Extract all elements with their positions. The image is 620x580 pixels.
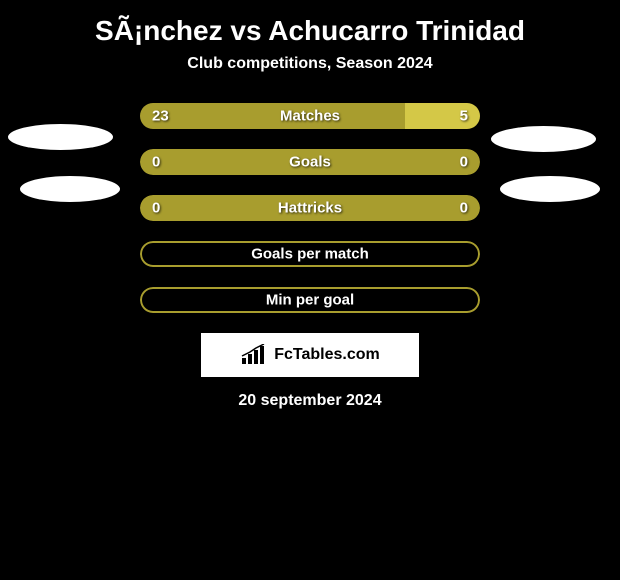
stat-bar-right-matches bbox=[405, 103, 480, 129]
stat-value-right-hattricks: 0 bbox=[460, 200, 468, 217]
date-text: 20 september 2024 bbox=[0, 392, 620, 410]
stat-label-matches: Matches bbox=[280, 108, 340, 125]
stat-row-mpg: Min per goal bbox=[0, 287, 620, 313]
subtitle: Club competitions, Season 2024 bbox=[0, 55, 620, 103]
stat-label-goals: Goals bbox=[289, 154, 331, 171]
chart-icon bbox=[240, 344, 268, 366]
stat-value-left-goals: 0 bbox=[152, 154, 160, 171]
stat-label-mpg: Min per goal bbox=[266, 292, 354, 309]
stat-bar-mpg: Min per goal bbox=[140, 287, 480, 313]
stat-value-left-hattricks: 0 bbox=[152, 200, 160, 217]
stats-wrapper: 23 Matches 5 0 Goals 0 0 Hattricks 0 bbox=[0, 103, 620, 313]
stat-bar-matches: 23 Matches 5 bbox=[140, 103, 480, 129]
stat-bar-left-matches bbox=[140, 103, 405, 129]
logo-text: FcTables.com bbox=[274, 346, 380, 364]
logo-box[interactable]: FcTables.com bbox=[201, 333, 419, 377]
stat-value-right-goals: 0 bbox=[460, 154, 468, 171]
stat-value-left-matches: 23 bbox=[152, 108, 169, 125]
stat-bar-gpm: Goals per match bbox=[140, 241, 480, 267]
stat-value-right-matches: 5 bbox=[460, 108, 468, 125]
main-container: SÃ¡nchez vs Achucarro Trinidad Club comp… bbox=[0, 0, 620, 410]
stat-label-gpm: Goals per match bbox=[251, 246, 369, 263]
stat-row-goals: 0 Goals 0 bbox=[0, 149, 620, 175]
stat-bar-hattricks: 0 Hattricks 0 bbox=[140, 195, 480, 221]
stat-bar-goals: 0 Goals 0 bbox=[140, 149, 480, 175]
stat-row-matches: 23 Matches 5 bbox=[0, 103, 620, 129]
stat-label-hattricks: Hattricks bbox=[278, 200, 342, 217]
stat-row-hattricks: 0 Hattricks 0 bbox=[0, 195, 620, 221]
stat-row-gpm: Goals per match bbox=[0, 241, 620, 267]
page-title: SÃ¡nchez vs Achucarro Trinidad bbox=[0, 5, 620, 55]
